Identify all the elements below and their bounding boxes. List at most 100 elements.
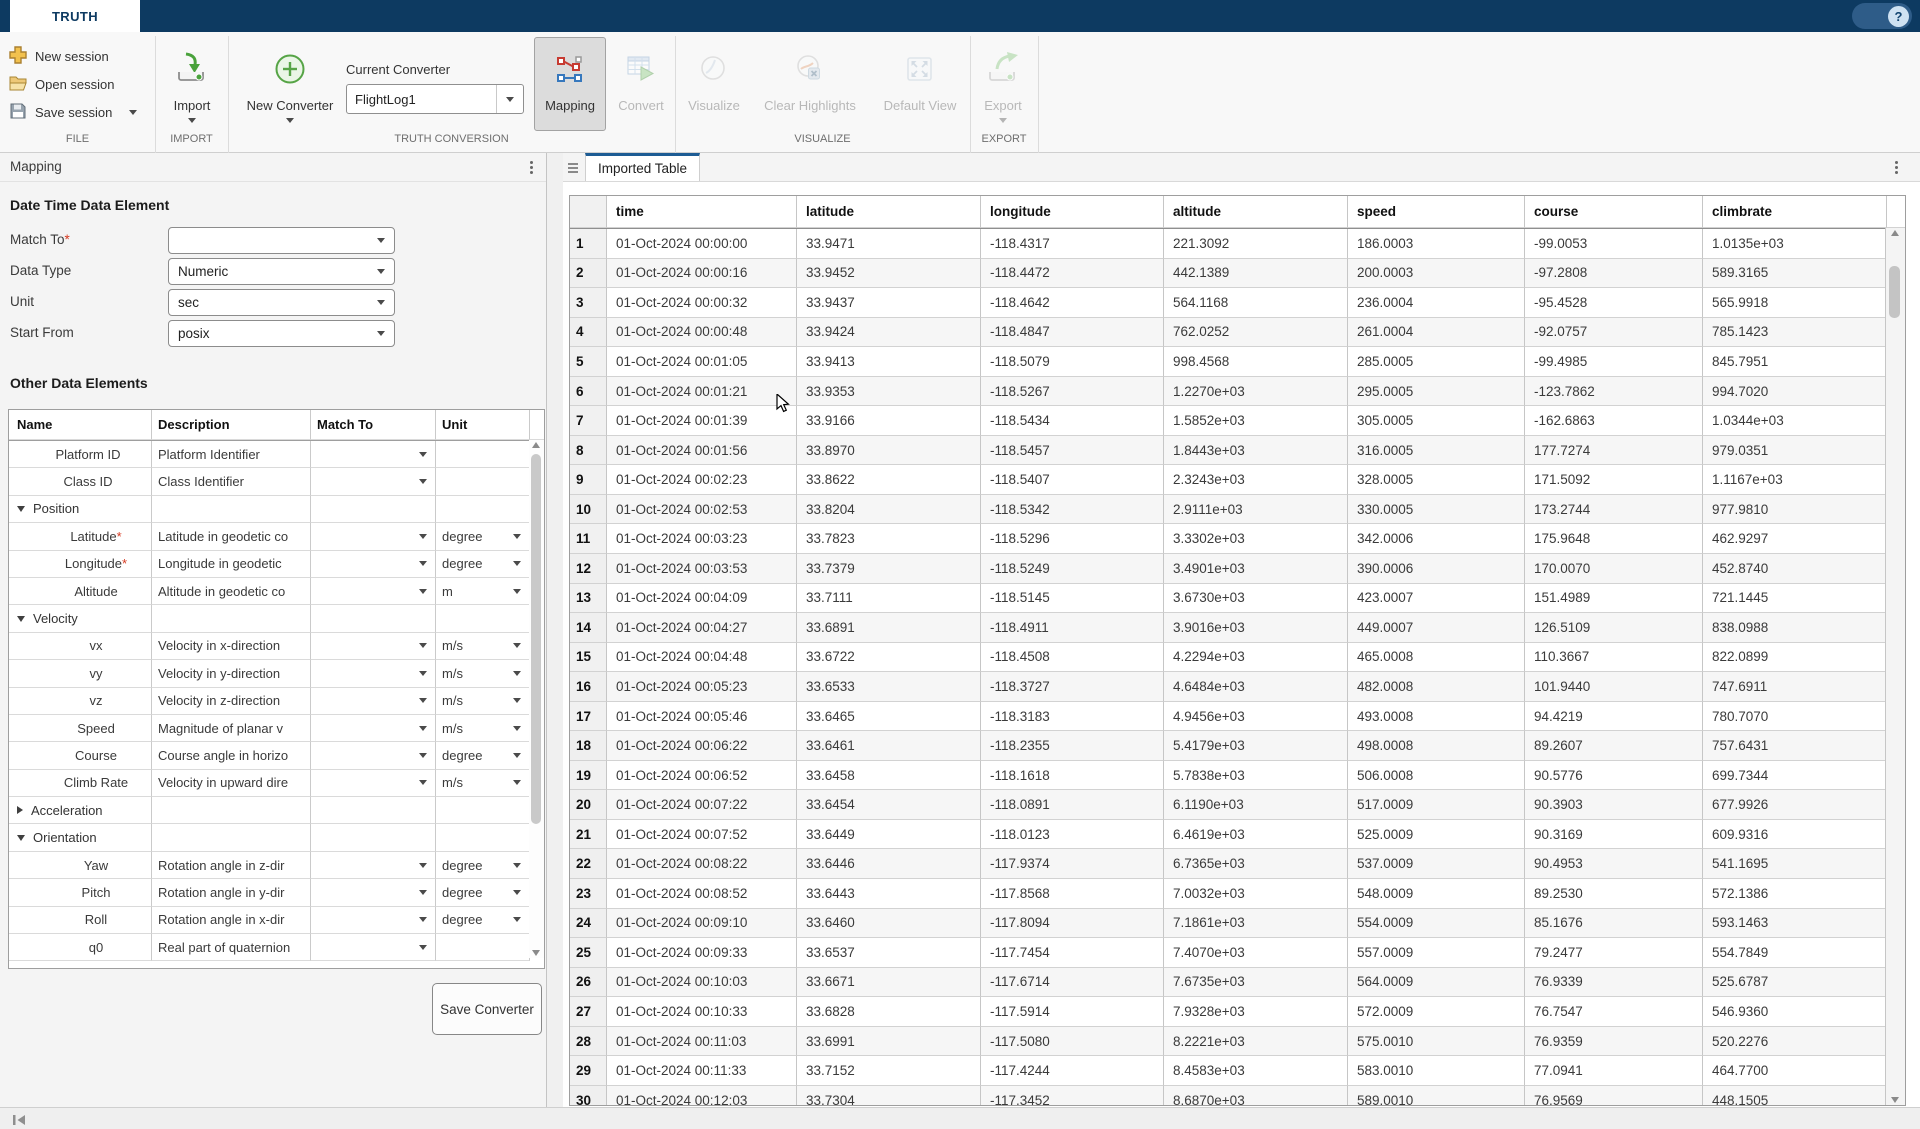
table-cell[interactable]: 01-Oct-2024 00:03:23 (607, 524, 797, 555)
table-cell[interactable]: 7.4070e+03 (1164, 938, 1348, 968)
scroll-up-icon[interactable] (532, 442, 540, 448)
table-cell[interactable]: 33.6460 (797, 908, 981, 939)
table-cell[interactable]: 845.7951 (1703, 347, 1887, 377)
table-cell[interactable]: 390.0006 (1348, 554, 1525, 584)
table-cell[interactable]: -118.4317 (981, 229, 1164, 259)
table-cell[interactable]: 01-Oct-2024 00:03:53 (607, 554, 797, 584)
table-cell[interactable]: 171.5092 (1525, 465, 1703, 495)
table-cell[interactable]: 01-Oct-2024 00:01:05 (607, 347, 797, 377)
combo-arrow-button[interactable] (496, 85, 523, 113)
row-number[interactable]: 27 (570, 997, 607, 1027)
column-header-longitude[interactable]: longitude (981, 196, 1164, 228)
table-cell[interactable]: 1.8443e+03 (1164, 435, 1348, 466)
row-number[interactable]: 22 (570, 849, 607, 880)
mapping-table-row[interactable]: Climb Rate Velocity in upward dire m/s (9, 769, 544, 798)
table-cell[interactable]: 7.1861e+03 (1164, 908, 1348, 939)
row-number[interactable]: 7 (570, 406, 607, 436)
table-cell[interactable]: 01-Oct-2024 00:05:46 (607, 701, 797, 732)
row-number[interactable]: 25 (570, 938, 607, 968)
panel-menu-icon[interactable] (530, 161, 534, 174)
table-cell[interactable]: 173.2744 (1525, 494, 1703, 525)
table-cell[interactable]: 77.0941 (1525, 1056, 1703, 1086)
collapse-arrow-icon[interactable] (17, 505, 25, 512)
collapse-panel-button[interactable] (12, 1113, 27, 1129)
table-cell[interactable]: -118.5296 (981, 524, 1164, 555)
unit-dropdown-cell[interactable]: m/s (436, 632, 530, 661)
table-cell[interactable]: 593.1463 (1703, 908, 1887, 939)
mapping-table-row[interactable]: Longitude * Longitude in geodetic degree (9, 550, 544, 578)
collapse-arrow-icon[interactable] (17, 834, 25, 841)
table-cell[interactable]: 7.6735e+03 (1164, 967, 1348, 998)
table-row[interactable]: 13 01-Oct-2024 00:04:09 33.7111 -118.5145 3.… (570, 583, 1905, 614)
table-cell[interactable]: 33.9437 (797, 288, 981, 318)
table-cell[interactable]: -99.0053 (1525, 229, 1703, 259)
table-cell[interactable]: 33.8970 (797, 435, 981, 466)
table-cell[interactable]: 01-Oct-2024 00:06:22 (607, 731, 797, 761)
table-cell[interactable]: -117.3452 (981, 1085, 1164, 1105)
table-cell[interactable]: 780.7070 (1703, 701, 1887, 732)
table-cell[interactable]: 90.5776 (1525, 760, 1703, 791)
table-cell[interactable]: 979.0351 (1703, 435, 1887, 466)
table-cell[interactable]: -117.5914 (981, 997, 1164, 1027)
match-to-dropdown-cell[interactable] (311, 577, 436, 606)
table-row[interactable]: 22 01-Oct-2024 00:08:22 33.6446 -117.9374 6.… (570, 849, 1905, 880)
table-cell[interactable]: 01-Oct-2024 00:00:00 (607, 229, 797, 259)
table-cell[interactable]: 33.6454 (797, 790, 981, 820)
table-cell[interactable]: 838.0988 (1703, 613, 1887, 643)
new-session-button[interactable]: New session (8, 44, 109, 68)
table-cell[interactable]: 572.1386 (1703, 879, 1887, 909)
scroll-up-icon[interactable] (1891, 230, 1899, 236)
match-to-dropdown-cell[interactable] (311, 550, 436, 578)
table-cell[interactable]: 33.8622 (797, 465, 981, 495)
table-cell[interactable]: 33.6537 (797, 938, 981, 968)
table-cell[interactable]: 33.7823 (797, 524, 981, 555)
table-cell[interactable]: 977.9810 (1703, 494, 1887, 525)
table-cell[interactable]: 33.6465 (797, 701, 981, 732)
table-cell[interactable]: 565.9918 (1703, 288, 1887, 318)
table-cell[interactable]: 583.0010 (1348, 1056, 1525, 1086)
table-cell[interactable]: 2.3243e+03 (1164, 465, 1348, 495)
scrollbar-thumb[interactable] (1889, 266, 1900, 318)
match-to-dropdown-cell[interactable] (311, 851, 436, 880)
table-cell[interactable]: 90.3169 (1525, 819, 1703, 850)
table-cell[interactable]: -118.5267 (981, 376, 1164, 407)
table-row[interactable]: 6 01-Oct-2024 00:01:21 33.9353 -118.5267 1.2… (570, 376, 1905, 407)
table-cell[interactable]: 442.1389 (1164, 258, 1348, 289)
table-cell[interactable]: 575.0010 (1348, 1026, 1525, 1057)
match-to-dropdown-cell[interactable] (311, 660, 436, 688)
table-cell[interactable]: 517.0009 (1348, 790, 1525, 820)
table-cell[interactable]: 699.7344 (1703, 760, 1887, 791)
table-row[interactable]: 5 01-Oct-2024 00:01:05 33.9413 -118.5079 998… (570, 347, 1905, 377)
column-header-match-to[interactable]: Match To (311, 410, 436, 440)
table-cell[interactable]: -118.5145 (981, 583, 1164, 614)
row-number[interactable]: 26 (570, 967, 607, 998)
mapping-table-row[interactable]: vy Velocity in y-direction m/s (9, 660, 544, 688)
table-cell[interactable]: 572.0009 (1348, 997, 1525, 1027)
table-cell[interactable]: -99.4985 (1525, 347, 1703, 377)
table-cell[interactable]: 554.0009 (1348, 908, 1525, 939)
table-cell[interactable]: 557.0009 (1348, 938, 1525, 968)
table-row[interactable]: 20 01-Oct-2024 00:07:22 33.6454 -118.0891 6.… (570, 790, 1905, 820)
table-cell[interactable]: -117.5080 (981, 1026, 1164, 1057)
table-cell[interactable]: 589.3165 (1703, 258, 1887, 289)
table-cell[interactable]: 6.4619e+03 (1164, 819, 1348, 850)
table-row[interactable]: 25 01-Oct-2024 00:09:33 33.6537 -117.7454 7.… (570, 938, 1905, 968)
table-cell[interactable]: 01-Oct-2024 00:00:32 (607, 288, 797, 318)
table-cell[interactable]: 564.1168 (1164, 288, 1348, 318)
table-cell[interactable]: 76.7547 (1525, 997, 1703, 1027)
table-cell[interactable]: 464.7700 (1703, 1056, 1887, 1086)
table-cell[interactable]: -118.5434 (981, 406, 1164, 436)
unit-dropdown-cell[interactable]: degree (436, 906, 530, 935)
table-cell[interactable]: 01-Oct-2024 00:02:23 (607, 465, 797, 495)
table-cell[interactable]: -117.8094 (981, 908, 1164, 939)
collapse-arrow-icon[interactable] (17, 615, 25, 622)
mapping-table-row[interactable]: Acceleration (9, 797, 544, 825)
mapping-table-row[interactable]: Course Course angle in horizo degree (9, 742, 544, 770)
table-cell[interactable]: -118.4642 (981, 288, 1164, 318)
table-cell[interactable]: 822.0899 (1703, 642, 1887, 673)
row-number[interactable]: 2 (570, 258, 607, 289)
table-row[interactable]: 17 01-Oct-2024 00:05:46 33.6465 -118.3183 4.… (570, 701, 1905, 732)
table-cell[interactable]: 8.4583e+03 (1164, 1056, 1348, 1086)
table-cell[interactable]: 3.4901e+03 (1164, 554, 1348, 584)
row-number[interactable]: 13 (570, 583, 607, 614)
